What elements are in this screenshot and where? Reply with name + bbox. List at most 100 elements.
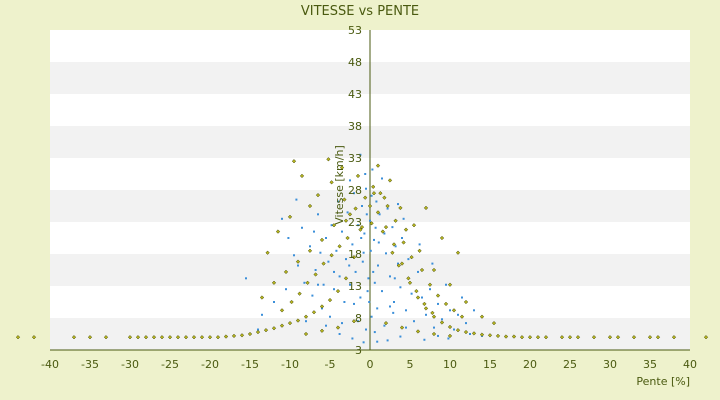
point-series-b: [271, 326, 277, 331]
point-series-b: [151, 335, 157, 340]
y-tick-label: 53: [348, 24, 362, 37]
point-series-b: [451, 308, 457, 313]
point-series-b: [353, 206, 358, 211]
point-series-a: [473, 309, 475, 312]
point-series-a: [365, 328, 367, 331]
point-series-a: [407, 258, 410, 261]
point-series-b: [459, 314, 465, 319]
point-series-b: [390, 250, 395, 255]
point-series-a: [353, 302, 355, 305]
point-series-b: [326, 157, 331, 162]
y-tick-label: 48: [348, 56, 362, 69]
point-series-a: [399, 335, 402, 338]
point-series-b: [447, 333, 453, 339]
point-series-b: [159, 335, 165, 340]
point-series-a: [325, 237, 327, 239]
x-axis-label: Pente [%]: [636, 375, 690, 388]
point-series-a: [293, 254, 295, 257]
point-series-b: [215, 335, 221, 340]
point-series-a: [429, 288, 431, 291]
point-series-a: [309, 245, 311, 248]
point-series-a: [377, 241, 380, 244]
point-series-a: [338, 275, 341, 278]
point-series-b: [71, 335, 77, 340]
point-series-a: [399, 286, 402, 289]
point-series-a: [437, 334, 439, 337]
point-series-a: [371, 168, 374, 171]
point-series-b: [363, 195, 368, 200]
point-series-b: [231, 333, 237, 339]
point-series-b: [295, 259, 301, 264]
point-series-a: [311, 294, 314, 297]
chart-title: VITESSE vs PENTE: [301, 4, 419, 19]
point-series-b: [371, 184, 376, 189]
point-series-b: [87, 335, 93, 340]
point-series-a: [469, 333, 471, 335]
point-series-b: [463, 329, 469, 335]
point-series-b: [393, 218, 398, 223]
x-tick-label: 15: [483, 358, 497, 371]
point-series-a: [245, 277, 247, 280]
point-series-b: [279, 308, 285, 313]
point-series-a: [378, 213, 381, 216]
point-series-b: [259, 295, 265, 300]
point-series-b: [447, 282, 453, 287]
point-series-b: [431, 314, 437, 319]
point-series-b: [655, 335, 661, 340]
point-series-b: [307, 203, 313, 209]
point-series-a: [364, 173, 367, 175]
point-series-b: [359, 224, 365, 230]
point-series-a: [401, 237, 403, 239]
point-series-b: [331, 223, 337, 228]
point-series-a: [453, 328, 455, 331]
point-series-b: [175, 335, 181, 340]
point-series-a: [360, 237, 363, 239]
point-series-a: [349, 283, 351, 286]
point-series-b: [315, 192, 321, 198]
point-series-a: [369, 219, 371, 222]
point-series-a: [261, 313, 263, 316]
point-series-a: [317, 213, 319, 216]
x-tick-label: 10: [443, 358, 457, 371]
x-tick-label: -35: [81, 358, 99, 371]
point-series-a: [386, 339, 389, 342]
point-series-b: [335, 288, 341, 294]
point-series-a: [383, 324, 386, 327]
point-series-a: [314, 269, 317, 271]
point-series-b: [335, 325, 341, 330]
point-series-b: [358, 227, 363, 232]
x-tick-label: -15: [241, 358, 259, 371]
point-series-a: [359, 296, 362, 299]
point-series-a: [402, 217, 405, 220]
x-tick-label: 5: [407, 358, 414, 371]
point-series-b: [427, 282, 433, 287]
point-series-b: [422, 301, 427, 307]
point-series-b: [401, 240, 406, 245]
point-series-a: [325, 324, 327, 327]
point-series-b: [479, 314, 485, 319]
point-series-b: [495, 333, 501, 339]
x-tick-label: 35: [643, 358, 657, 371]
point-series-b: [417, 248, 422, 253]
point-series-b: [575, 335, 581, 340]
point-series-a: [349, 179, 351, 182]
y-tick-label: 18: [348, 248, 362, 261]
point-series-a: [445, 283, 447, 286]
point-series-b: [289, 299, 294, 305]
point-series-b: [223, 334, 229, 339]
point-series-a: [353, 192, 355, 195]
point-series-b: [559, 335, 565, 340]
point-series-b: [369, 221, 374, 226]
point-series-a: [373, 281, 376, 284]
point-series-b: [135, 335, 141, 340]
point-series-a: [301, 226, 303, 229]
point-series-a: [257, 328, 259, 331]
point-series-b: [351, 255, 357, 260]
point-series-b: [380, 229, 385, 234]
point-series-a: [417, 270, 419, 273]
point-series-b: [103, 335, 109, 340]
point-series-b: [387, 178, 393, 183]
point-series-b: [127, 335, 133, 340]
point-series-b: [275, 229, 281, 234]
